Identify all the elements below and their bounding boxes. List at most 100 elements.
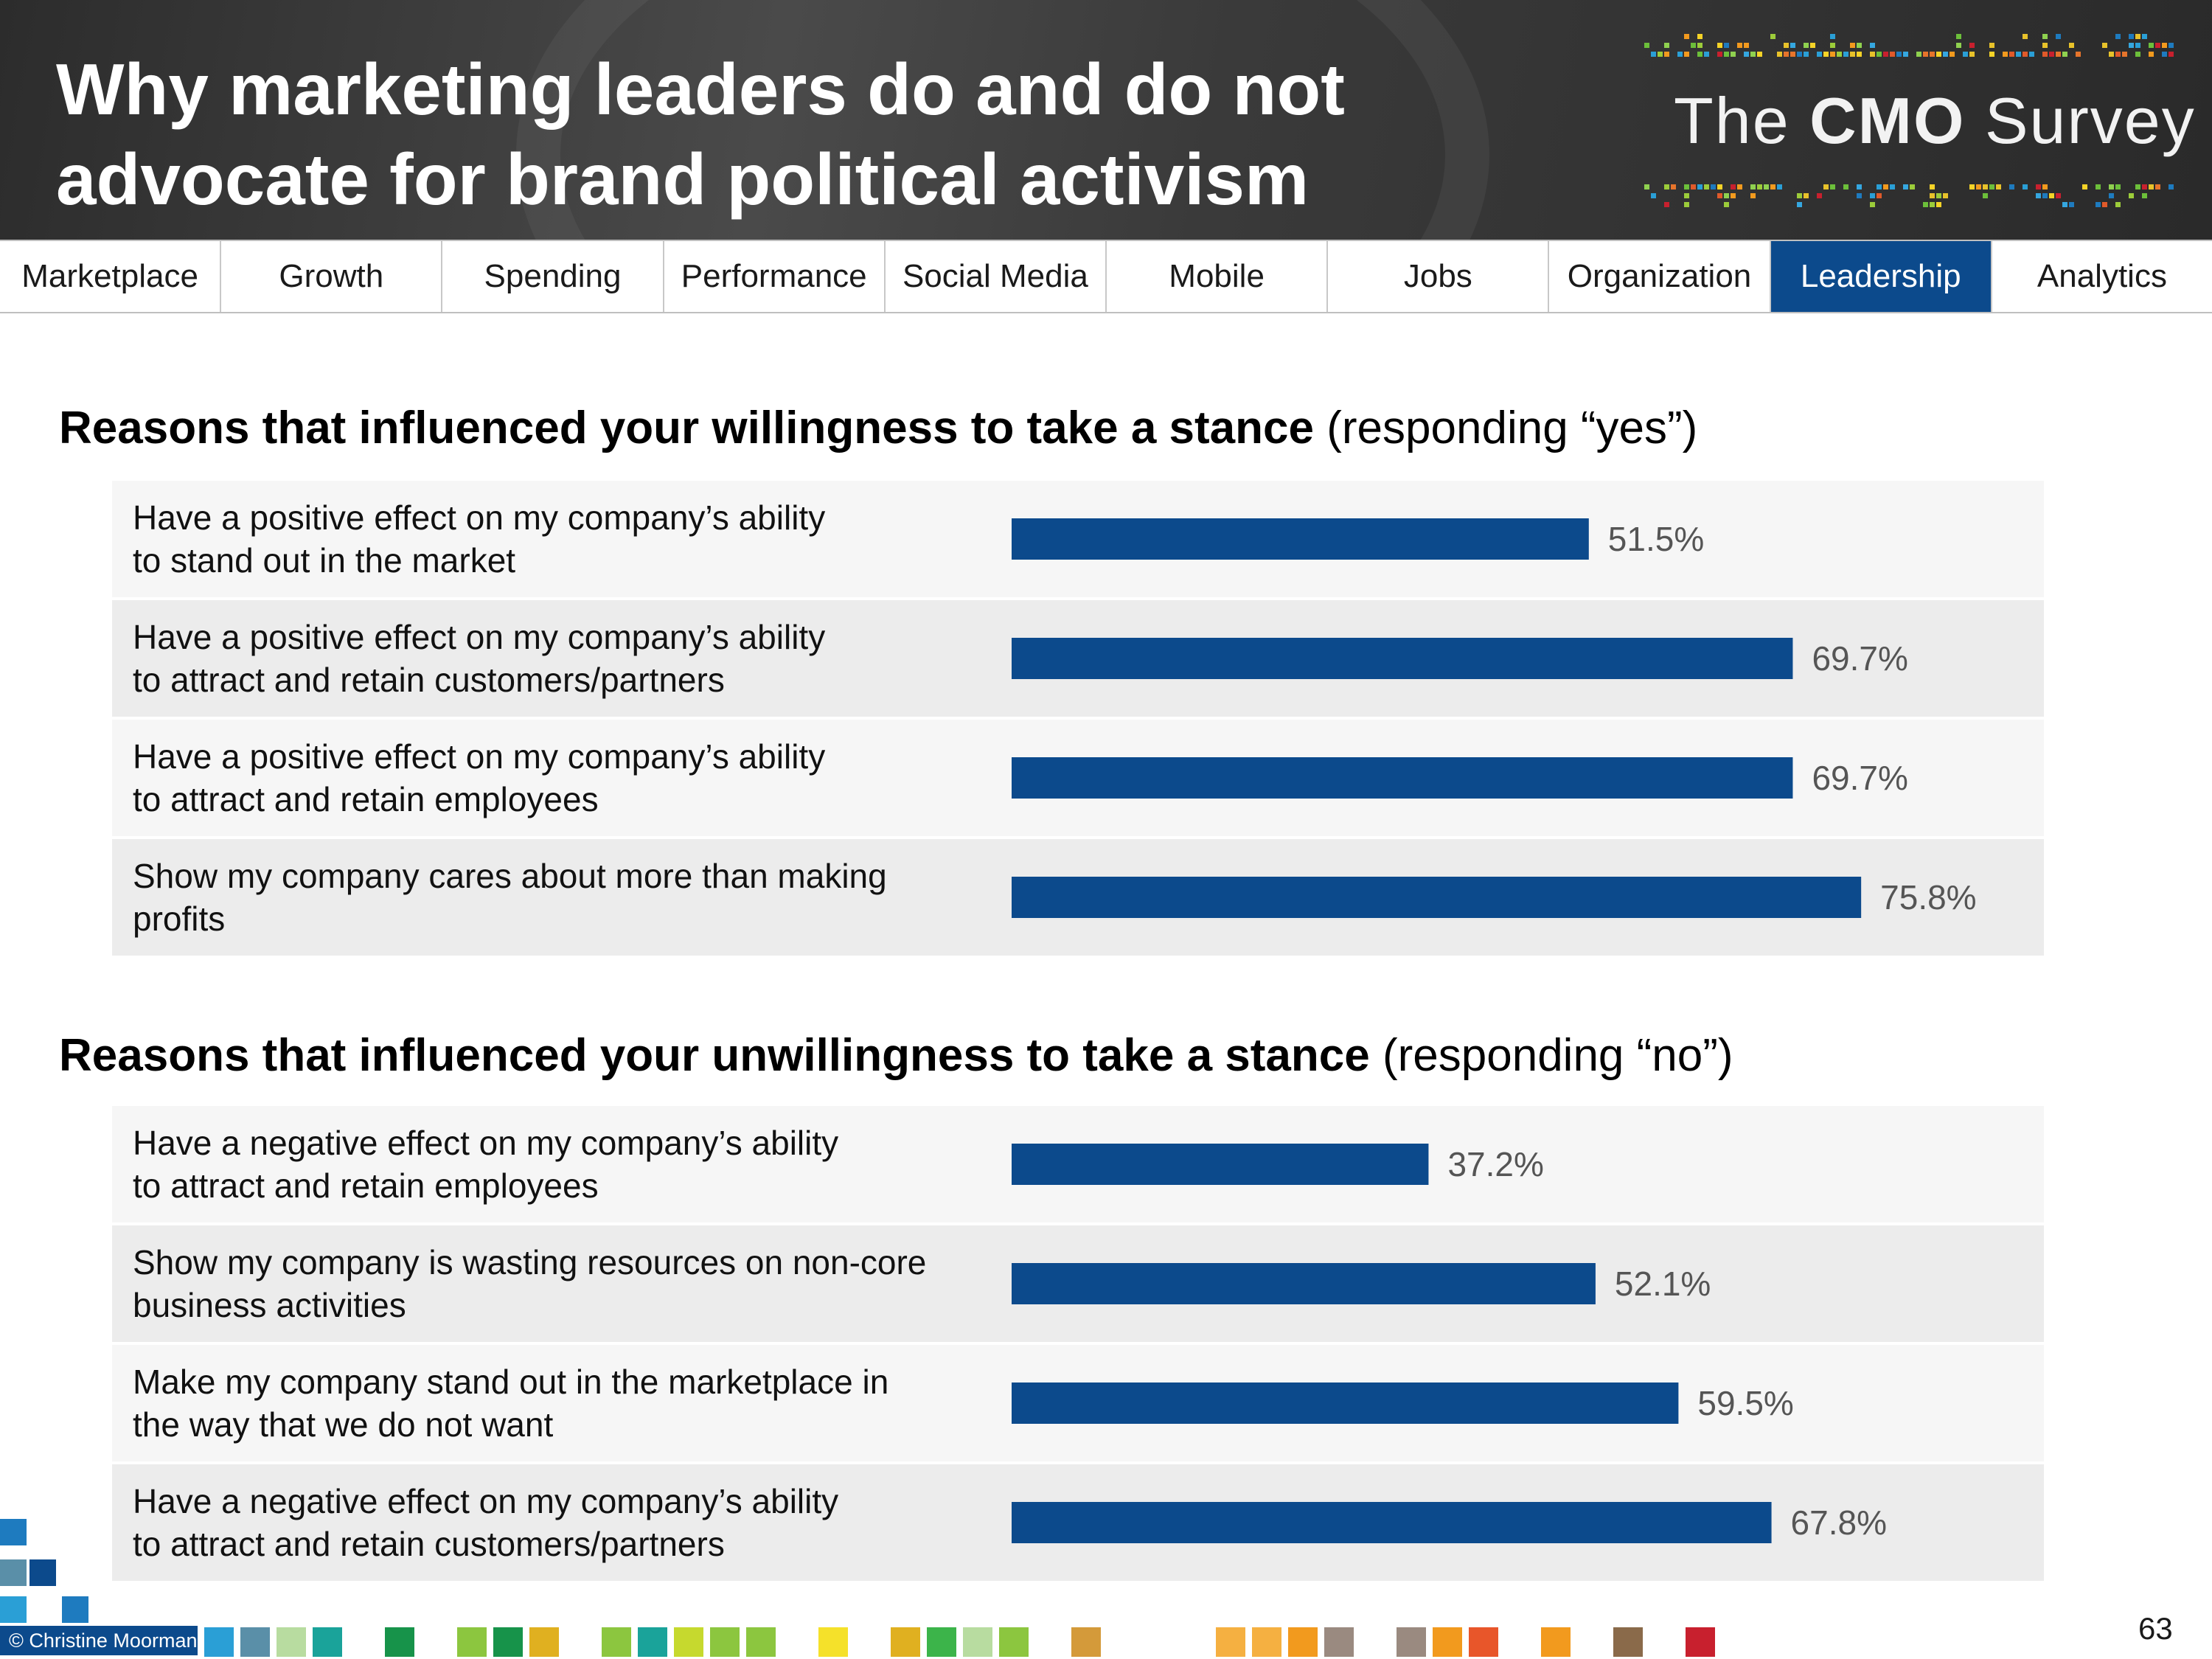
logo-pixel	[1870, 202, 1875, 207]
logo-pixel	[1976, 184, 1981, 189]
copyright: © Christine Moorman	[0, 1626, 198, 1655]
logo-pixel	[1724, 43, 1729, 48]
logo-pixel	[2056, 34, 2061, 39]
nav-tab-analytics[interactable]: Analytics	[1992, 241, 2212, 312]
section-title-no: Reasons that influenced your unwillingne…	[59, 1029, 1733, 1082]
logo-pixel	[2036, 193, 2041, 198]
logo-pixel	[2168, 184, 2174, 189]
logo-pixel	[1850, 52, 1855, 57]
bar-value-label: 52.1%	[1615, 1265, 1711, 1303]
logo-pixel	[1784, 52, 1789, 57]
category-label: Have a positive effect on my company’s a…	[133, 498, 825, 580]
logo-pixel	[1697, 34, 1703, 39]
logo-pixel	[2135, 52, 2140, 57]
category-label: Make my company stand out in the marketp…	[133, 1363, 888, 1444]
logo-pixel	[2042, 34, 2048, 39]
nav-tab-mobile[interactable]: Mobile	[1107, 241, 1329, 312]
logo-pixel	[2135, 43, 2140, 48]
logo-pixel	[2109, 52, 2114, 57]
logo-pixel	[1943, 52, 1948, 57]
logo-pixel	[2082, 184, 2087, 189]
logo-pixel	[1644, 43, 1649, 48]
logo-pixel	[2049, 193, 2054, 198]
logo-pixel	[1764, 184, 1769, 189]
logo-pixel	[1651, 193, 1656, 198]
logo-pixel	[1930, 202, 1935, 207]
bar-value-label: 75.8%	[1880, 878, 1976, 917]
logo-pixel	[1770, 34, 1775, 39]
logo-pixel	[1770, 184, 1775, 189]
logo-pixel	[1804, 52, 1809, 57]
logo-pixel	[1804, 193, 1809, 198]
cmo-survey-logo: The CMO Survey	[1637, 13, 2197, 234]
logo-pixel	[1697, 43, 1703, 48]
logo-pixel	[1731, 52, 1736, 57]
nav-tab-organization[interactable]: Organization	[1549, 241, 1771, 312]
logo-pixel	[1817, 52, 1822, 57]
logo-pixel	[1750, 184, 1756, 189]
logo-pixel	[1877, 193, 1882, 198]
logo-pixel	[1744, 43, 1749, 48]
nav-tab-jobs[interactable]: Jobs	[1328, 241, 1550, 312]
logo-pixel	[1790, 52, 1795, 57]
logo-pixel	[2056, 193, 2061, 198]
logo-pixel	[1943, 193, 1948, 198]
logo-pixel	[1731, 184, 1736, 189]
logo-pixel	[2029, 52, 2034, 57]
logo-pixel	[1870, 43, 1875, 48]
bar	[1012, 1144, 1429, 1185]
logo-pixel	[1969, 52, 1975, 57]
logo-pixel	[1857, 52, 1862, 57]
logo-pixel	[1923, 52, 1928, 57]
logo-pixel	[1717, 184, 1722, 189]
logo-pixel	[2102, 43, 2107, 48]
logo-pixel	[2036, 184, 2041, 189]
logo-pixel	[2129, 193, 2134, 198]
logo-pixel	[1930, 193, 1935, 198]
section-nav: Marketplace Growth Spending Performance Soci…	[0, 240, 2212, 313]
nav-tab-growth[interactable]: Growth	[221, 241, 443, 312]
logo-pixel	[1870, 52, 1875, 57]
logo-pixel	[2109, 193, 2114, 198]
logo-pixel	[1823, 52, 1829, 57]
category-label: Have a negative effect on my company’s a…	[133, 1124, 838, 1205]
nav-tab-marketplace[interactable]: Marketplace	[0, 241, 222, 312]
bar	[1012, 1263, 1596, 1304]
section-title-yes-bold: Reasons that influenced your willingness…	[59, 403, 1315, 453]
logo-pixel	[2096, 202, 2101, 207]
logo-pixel	[1790, 43, 1795, 48]
logo-pixel	[1857, 193, 1862, 198]
logo-pixel	[1797, 52, 1802, 57]
logo-pixel	[2062, 52, 2067, 57]
logo-pixel	[2062, 202, 2067, 207]
logo-pixel	[1996, 184, 2001, 189]
nav-tab-social-media[interactable]: Social Media	[885, 241, 1107, 312]
logo-pixel	[1724, 52, 1729, 57]
nav-tab-performance[interactable]: Performance	[664, 241, 886, 312]
category-label: Show my company cares about more than ma…	[133, 857, 887, 938]
logo-pixel	[1989, 184, 1994, 189]
logo-pixel	[1830, 34, 1835, 39]
bar	[1012, 518, 1589, 560]
page-number: 63	[2138, 1611, 2173, 1646]
logo-pixel	[1757, 184, 1762, 189]
logo-pixel	[1677, 52, 1683, 57]
category-label: Have a positive effect on my company’s a…	[133, 618, 825, 699]
logo-pixel	[2049, 52, 2054, 57]
nav-tab-spending[interactable]: Spending	[442, 241, 664, 312]
logo-pixel	[1896, 52, 1902, 57]
bar	[1012, 877, 1862, 918]
logo-pixel	[2115, 34, 2121, 39]
logo-pixel	[1903, 52, 1908, 57]
logo-pixel	[1697, 184, 1703, 189]
logo-pixel	[1877, 52, 1882, 57]
slide-title: Why marketing leaders do and do not advo…	[56, 49, 1345, 220]
logo-pixel	[1750, 52, 1756, 57]
logo-pixel	[1777, 184, 1782, 189]
logo-pixel	[2076, 52, 2081, 57]
logo-text-bold: CMO	[1809, 84, 1966, 157]
logo-pixel	[1903, 184, 1908, 189]
logo-pixel	[2142, 184, 2147, 189]
logo-pixel	[1664, 43, 1669, 48]
nav-tab-leadership[interactable]: Leadership	[1770, 241, 1992, 312]
